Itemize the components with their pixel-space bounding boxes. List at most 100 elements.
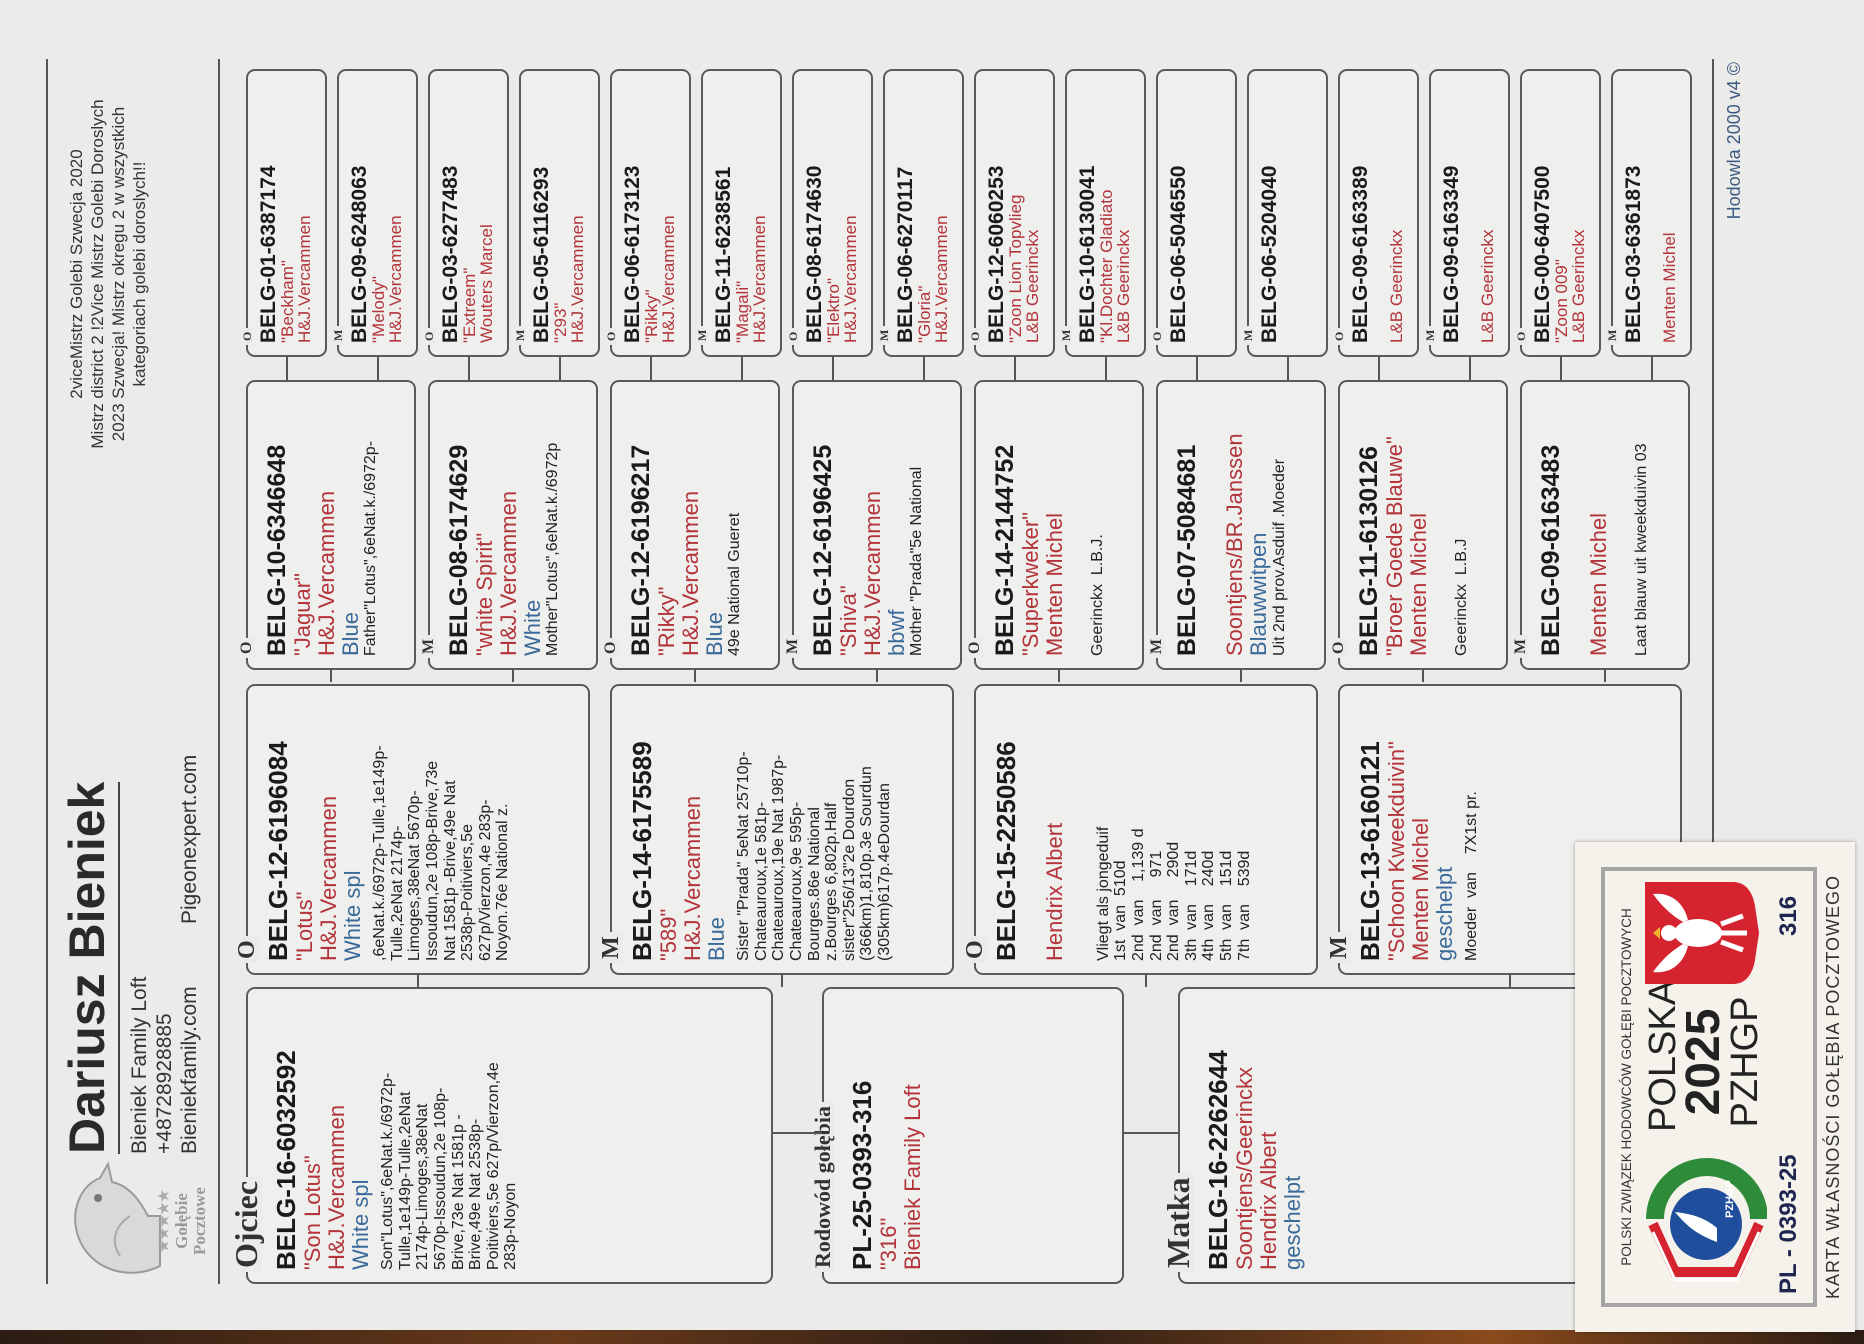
pedigree-box[interactable]: M BELG-08-6174629 "white Spirit" H&J.Vercam…: [420, 380, 598, 670]
pedigree-box-content: BELG-03-6361873 Menten Michel: [1623, 77, 1686, 343]
breeder-name: Bieniek Family Loft: [899, 1084, 925, 1270]
ring-number: BELG-16-2262644: [1204, 1050, 1233, 1270]
ring-number: BELG-07-5084681: [1174, 444, 1201, 656]
ring-number: BELG-06-5204040: [1259, 165, 1281, 343]
pigeon-notes: 49e National Gueret: [726, 512, 744, 656]
sex-label: M: [1512, 634, 1530, 658]
pedigree-box[interactable]: O BELG-12-6196084 "Lotus" H&J.Vercammen Whit…: [234, 684, 590, 975]
sex-label: M: [1423, 325, 1437, 345]
sex-label: O: [602, 637, 620, 658]
connector-line: [558, 357, 561, 380]
ring-number: BELG-16-6032592: [272, 1050, 301, 1270]
pedigree-box[interactable]: O BELG-09-6163389 L&B Geerinckx: [1332, 69, 1419, 357]
connector-line: [467, 357, 470, 380]
pedigree-box[interactable]: M BELG-06-5204040: [1241, 69, 1328, 357]
pigeon-name: "Lotus": [291, 891, 317, 961]
card-pigeon-number: 316: [1775, 895, 1802, 936]
pedigree-box[interactable]: M BELG-05-6116293 "293" H&J.Vercammen: [513, 69, 600, 357]
pigeon-notes: Son"Lotus",6eNat.k./6972p- Tulle,1e149p-…: [379, 1062, 520, 1270]
pedigree-box[interactable]: O BELG-01-6387174 "Beckham" H&J.Vercammen: [240, 69, 327, 357]
pedigree-box[interactable]: M BELG-09-6163483 Menten Michel Laat blauw …: [1512, 380, 1690, 670]
pedigree-box[interactable]: M BELG-09-6163349 L&B Geerinckx: [1423, 69, 1510, 357]
website-link[interactable]: Bieniekfamily.com: [178, 986, 201, 1154]
pedigree-box[interactable]: M BELG-11-6238561 "Magali" H&J.Vercammen: [695, 69, 782, 357]
connector-line: [740, 357, 743, 380]
pedigree-box[interactable]: M BELG-14-6175589 "589" H&J.Vercammen Blue Si…: [598, 684, 954, 975]
pedigree-box-content: BELG-15-2250586 Hendrix Albert Vliegt als …: [992, 692, 1312, 961]
pedigree-box[interactable]: O BELG-06-6173123 "Rikky" H&J.Vercammen: [604, 69, 691, 357]
pedigree-box[interactable]: O BELG-14-2144752 "Superkweker" Menten Mich…: [966, 380, 1144, 670]
breeder-name: H&J.Vercammen: [295, 215, 314, 343]
website-link[interactable]: Pigeonexpert.com: [178, 754, 201, 924]
card-country: POLSKA: [1642, 979, 1684, 1132]
connector-line: [1286, 357, 1289, 380]
plumage-color: White: [519, 599, 545, 656]
breeder-name: Menten Michel: [1586, 512, 1611, 656]
pedigree-box[interactable]: M BELG-06-6270117 "Gloria" H&J.Vercammen: [877, 69, 964, 357]
owner-name: Dariusz Bieniek: [58, 781, 120, 1154]
ring-number: BELG-03-6277483: [440, 165, 462, 343]
pigeon-notes: Father"Lotus",6eNat.k./6972p-: [362, 440, 380, 656]
breeder-name: H&J.Vercammen: [313, 490, 339, 656]
pedigree-box[interactable]: Rodowód gołębia PL-25-0393-316 "316" Bienie…: [810, 987, 1124, 1284]
polish-eagle-emblem-icon: [1645, 882, 1759, 984]
breeder-name: H&J.Vercammen: [750, 215, 769, 343]
pedigree-box[interactable]: O BELG-00-6407500 "Zoon 009" L&B Geerinckx: [1514, 69, 1601, 357]
sex-label: M: [420, 634, 438, 658]
pedigree-box[interactable]: Ojciec BELG-16-6032592 "Son Lotus" H&J.Verc…: [228, 987, 773, 1284]
pedigree-box[interactable]: O BELG-10-6346648 "Jaguar" H&J.Vercammen Blu…: [238, 380, 416, 670]
achievement-line: Mistrz district 2 !2Vice Mistrz Golebi D…: [88, 99, 107, 449]
sex-label: M: [784, 634, 802, 658]
pedigree-box[interactable]: M BELG-09-6248063 "Melody" H&J.Vercammen: [331, 69, 418, 357]
breeder-name: H&J.Vercammen: [323, 1104, 349, 1270]
logo-lettering: PZHGP: [1724, 1180, 1736, 1218]
pedigree-box[interactable]: O BELG-03-6277483 "Extreem" Wouters Marcel: [422, 69, 509, 357]
ring-number: BELG-06-6173123: [622, 165, 644, 343]
pedigree-box[interactable]: O BELG-06-5046550: [1150, 69, 1237, 357]
connector-line: [1124, 1132, 1178, 1134]
pedigree-box[interactable]: M BELG-10-6130041 "Kl.Dochter Gladiato L&B …: [1059, 69, 1146, 357]
sex-label: M: [331, 325, 345, 345]
connector-line: [330, 670, 332, 682]
pigeon-notes: Mother "Prada"5e National: [908, 466, 926, 656]
pedigree-box[interactable]: M BELG-12-6196425 "Shiva" H&J.Vercammen bbwf…: [784, 380, 962, 670]
connector-line: [1509, 975, 1511, 987]
pedigree-box-content: BELG-09-6163389 L&B Geerinckx: [1350, 77, 1413, 343]
pedigree-box-content: BELG-09-6163349 L&B Geerinckx: [1441, 77, 1504, 343]
card-ring-number: PL - 0393-25: [1775, 1154, 1802, 1294]
sex-label: O: [422, 327, 436, 345]
pigeon-name: "Broer Goede Blauwe": [1382, 436, 1407, 656]
pedigree-box-content: BELG-07-5084681 Soontjens/BR.Janssen Blauw…: [1174, 388, 1320, 656]
pedigree-box[interactable]: O BELG-15-2250586 Hendrix Albert Vliegt als…: [962, 684, 1318, 975]
pigeon-name: [1189, 77, 1206, 343]
pedigree-box[interactable]: O BELG-12-6060253 "Zoon Lion Topvlieg L&B G…: [968, 69, 1055, 357]
card-org: POLSKI ZWIĄZEK HODOWCÓW GOŁĘBI POCZTOWYC…: [1619, 908, 1634, 1266]
plumage-color: Blue: [337, 611, 363, 656]
sex-label: M: [695, 325, 709, 345]
pigeon-name: "Elektro": [824, 278, 843, 343]
breeder-name: H&J.Vercammen: [679, 795, 705, 961]
plumage-color: geschelpt: [1431, 866, 1457, 961]
pigeon-notes: [1311, 995, 1327, 1270]
header-rule: [218, 59, 220, 1284]
breeder-name: H&J.Vercammen: [659, 215, 678, 343]
ring-number: BELG-09-6163483: [1538, 444, 1565, 656]
plumage-color: geschelpt: [1279, 1175, 1305, 1270]
breeder-name: L&B Geerinckx: [1569, 229, 1588, 343]
pigeon-name: [1201, 388, 1223, 656]
pedigree-box[interactable]: O BELG-12-6196217 "Rikky" H&J.Vercammen Blue…: [602, 380, 780, 670]
achievement-line: 2023 Szwecja! Mistrz okregu 2 w wszystki…: [109, 106, 128, 442]
pedigree-box-content: BELG-06-6173123 "Rikky" H&J.Vercammen: [622, 77, 685, 343]
pigeon-name: "293": [551, 302, 570, 343]
breeder-name: H&J.Vercammen: [495, 490, 521, 656]
ownership-card: POLSKI ZWIĄZEK HODOWCÓW GOŁĘBI POCZTOWYC…: [1575, 842, 1855, 1332]
pedigree-box[interactable]: O BELG-08-6174630 "Elektro" H&J.Vercammen: [786, 69, 873, 357]
pedigree-box[interactable]: O BELG-11-6130126 "Broer Goede Blauwe" Ment…: [1330, 380, 1508, 670]
ring-number: BELG-06-6270117: [895, 166, 917, 343]
pedigree-box[interactable]: M BELG-07-5084681 Soontjens/BR.Janssen Blau…: [1148, 380, 1326, 670]
breeder-name: [1206, 77, 1223, 343]
generation-label: Matka: [1160, 1173, 1196, 1272]
logo-stars: ★★★★★: [157, 1189, 172, 1253]
card-title-block: POLSKA 2025 PZHGP: [1642, 979, 1766, 1132]
pedigree-box[interactable]: M BELG-03-6361873 Menten Michel: [1605, 69, 1692, 357]
